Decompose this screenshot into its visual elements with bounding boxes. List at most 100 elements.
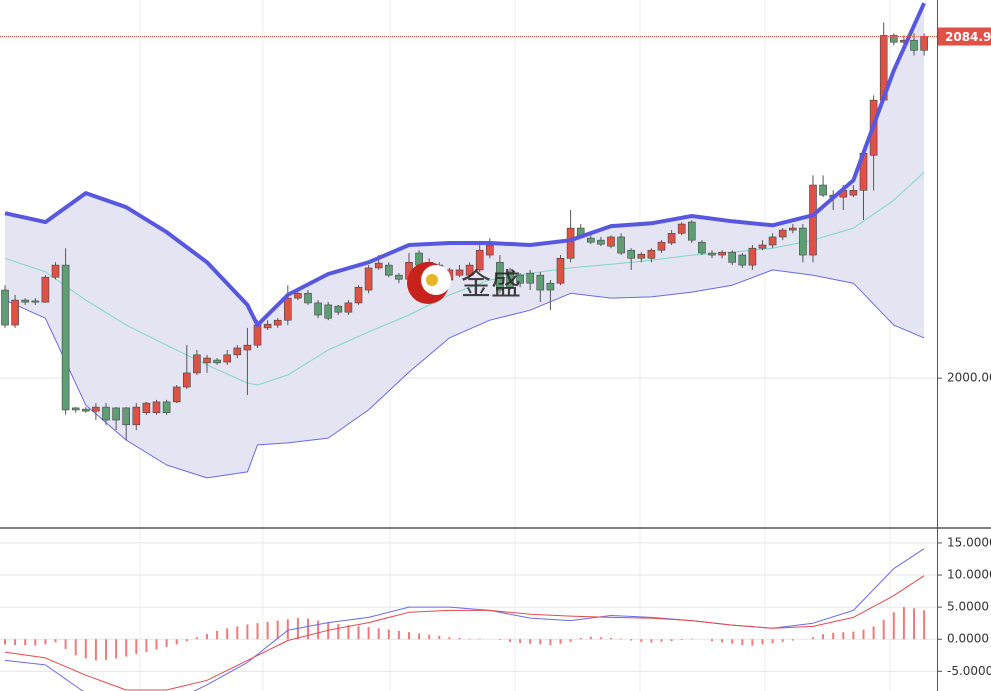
- candle-body: [910, 39, 918, 51]
- histogram-bar: [458, 637, 461, 640]
- histogram-bar: [478, 638, 481, 640]
- histogram-bar: [276, 620, 279, 640]
- histogram-bar: [266, 621, 269, 640]
- histogram-bar: [630, 639, 633, 641]
- candle-body: [516, 274, 524, 284]
- candle-body: [465, 264, 474, 276]
- histogram-bar: [185, 639, 188, 642]
- watermark-logo: [407, 262, 451, 304]
- histogram-bar: [236, 626, 239, 640]
- histogram-bar: [751, 639, 754, 646]
- candle-body: [536, 274, 545, 291]
- candle-body: [920, 36, 928, 51]
- histogram-bar: [468, 638, 471, 640]
- histogram-bar: [569, 639, 572, 642]
- histogram-bar: [438, 636, 441, 640]
- candle-body: [132, 406, 141, 426]
- histogram-bar: [812, 637, 814, 640]
- candle-body: [364, 267, 373, 291]
- candle-body: [566, 227, 575, 259]
- candle-body: [728, 251, 737, 263]
- band-upper: [4, 2, 926, 328]
- histogram-bar: [599, 637, 602, 640]
- candle-body: [597, 239, 605, 245]
- histogram-bar: [640, 639, 643, 642]
- candle-body: [809, 184, 817, 256]
- candle-body: [183, 372, 191, 388]
- candle-body: [324, 304, 333, 319]
- histogram-bar: [44, 639, 47, 645]
- candle-body: [889, 35, 898, 43]
- candle-body: [455, 269, 464, 276]
- histogram-bar: [680, 639, 683, 640]
- histogram-bar: [852, 631, 855, 640]
- histogram-bar: [731, 639, 734, 644]
- axes: 2000.00 2084.92 15.0000 10.0000 5.0000 0.0000…: [937, 27, 991, 678]
- candle-body: [485, 244, 494, 256]
- candle-body: [647, 249, 656, 259]
- candle-body: [253, 324, 262, 346]
- y-tick-label: -5.0000: [947, 664, 991, 678]
- histogram-bar: [711, 639, 713, 642]
- histogram-bar: [377, 628, 380, 640]
- candle-body: [698, 241, 706, 254]
- histogram-bar: [408, 632, 410, 640]
- candle-body: [314, 302, 322, 316]
- histogram-bar: [822, 634, 825, 640]
- histogram-bar: [246, 624, 249, 640]
- histogram-bar: [125, 639, 128, 657]
- band-fill: [5, 3, 925, 478]
- candle-body: [51, 264, 60, 278]
- candle-body: [758, 244, 767, 249]
- y-tick-label: 2000.00: [947, 371, 991, 385]
- watermark: 金盛: [461, 268, 521, 303]
- histogram-bar: [589, 636, 592, 640]
- last-price-box: [938, 27, 991, 46]
- histogram-bar: [882, 619, 885, 640]
- candle-body: [213, 359, 221, 364]
- candle-body: [687, 221, 696, 241]
- candle-body: [233, 347, 242, 356]
- histogram-bar: [610, 637, 612, 640]
- candle-body: [31, 300, 40, 303]
- histogram-bar: [539, 639, 542, 645]
- histogram-bar: [902, 607, 905, 640]
- histogram-bar: [428, 634, 431, 640]
- candle-body: [526, 272, 535, 284]
- candle-body: [152, 401, 161, 414]
- histogram-bar: [64, 639, 67, 649]
- histogram-bar: [145, 639, 148, 653]
- candle-body: [283, 297, 292, 321]
- histogram-bar: [367, 627, 370, 640]
- candle-body: [708, 252, 716, 256]
- histogram-bar: [337, 623, 340, 640]
- histogram-bar: [923, 610, 926, 640]
- candle-body: [395, 274, 403, 280]
- band-line: [4, 269, 925, 479]
- candle-body: [273, 319, 282, 326]
- candle-body: [223, 354, 231, 363]
- histogram-bar: [559, 639, 562, 644]
- y-tick-label: 5.0000: [947, 600, 989, 614]
- histogram-bar: [14, 639, 17, 646]
- candle-body: [617, 236, 625, 254]
- candle-body: [203, 357, 211, 364]
- histogram-bar: [892, 612, 895, 640]
- candle-body: [41, 276, 50, 303]
- macd-line: [4, 548, 925, 691]
- price-panel: [0, 2, 937, 479]
- histogram-bar: [165, 639, 168, 647]
- histogram-bar: [286, 619, 289, 640]
- candle-body: [243, 344, 252, 351]
- histogram-bar: [418, 633, 421, 640]
- candle-body: [112, 407, 120, 421]
- candle-body: [71, 407, 80, 411]
- candle-body: [263, 323, 272, 329]
- histogram-bar: [650, 639, 653, 643]
- histogram-bar: [791, 639, 794, 641]
- candle-body: [849, 189, 858, 196]
- candle-body: [172, 386, 181, 403]
- histogram-bar: [4, 639, 6, 645]
- histogram-bar: [781, 639, 784, 642]
